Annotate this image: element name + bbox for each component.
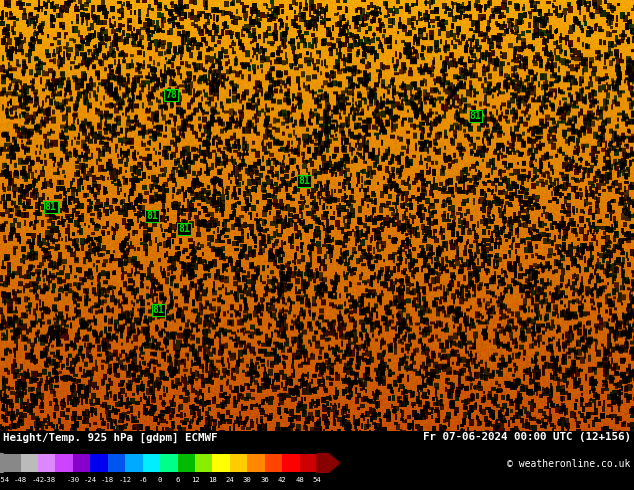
Text: 81: 81 xyxy=(470,111,481,122)
Text: 24: 24 xyxy=(226,477,234,483)
Text: 36: 36 xyxy=(261,477,269,483)
Text: 30: 30 xyxy=(243,477,252,483)
Bar xyxy=(38,454,56,472)
Bar xyxy=(247,454,265,472)
Text: 18: 18 xyxy=(208,477,217,483)
Bar xyxy=(20,454,38,472)
Bar xyxy=(230,454,247,472)
Text: 81: 81 xyxy=(178,223,190,234)
Bar xyxy=(160,454,178,472)
Text: Fr 07-06-2024 00:00 UTC (12+156): Fr 07-06-2024 00:00 UTC (12+156) xyxy=(423,432,631,442)
Bar xyxy=(91,454,108,472)
Text: -18: -18 xyxy=(101,477,114,483)
Text: 81: 81 xyxy=(299,176,310,186)
Text: 78: 78 xyxy=(165,90,177,100)
Text: -54: -54 xyxy=(0,477,10,483)
Bar xyxy=(56,454,73,472)
Text: -42: -42 xyxy=(32,477,44,483)
Bar xyxy=(73,454,90,472)
Text: 0: 0 xyxy=(158,477,162,483)
Bar xyxy=(282,454,299,472)
Text: 81: 81 xyxy=(45,202,56,212)
Text: Height/Temp. 925 hPa [gdpm] ECMWF: Height/Temp. 925 hPa [gdpm] ECMWF xyxy=(3,432,217,442)
Text: -38: -38 xyxy=(43,477,56,483)
Text: 48: 48 xyxy=(295,477,304,483)
Text: 81: 81 xyxy=(146,211,158,220)
Text: © weatheronline.co.uk: © weatheronline.co.uk xyxy=(507,460,631,469)
Text: -24: -24 xyxy=(84,477,97,483)
Text: -48: -48 xyxy=(14,477,27,483)
Text: 6: 6 xyxy=(176,477,179,483)
FancyArrow shape xyxy=(317,454,340,472)
Bar xyxy=(212,454,230,472)
Text: -6: -6 xyxy=(138,477,147,483)
Text: 12: 12 xyxy=(191,477,199,483)
Bar xyxy=(108,454,126,472)
Bar xyxy=(299,454,317,472)
Bar xyxy=(178,454,195,472)
Bar xyxy=(3,454,20,472)
Text: -30: -30 xyxy=(67,477,79,483)
Bar xyxy=(195,454,212,472)
Bar xyxy=(265,454,282,472)
Bar xyxy=(143,454,160,472)
Bar xyxy=(126,454,143,472)
Text: -12: -12 xyxy=(119,477,132,483)
Text: 42: 42 xyxy=(278,477,287,483)
FancyArrow shape xyxy=(0,454,3,472)
Text: 54: 54 xyxy=(313,477,321,483)
Text: 81: 81 xyxy=(153,305,164,316)
